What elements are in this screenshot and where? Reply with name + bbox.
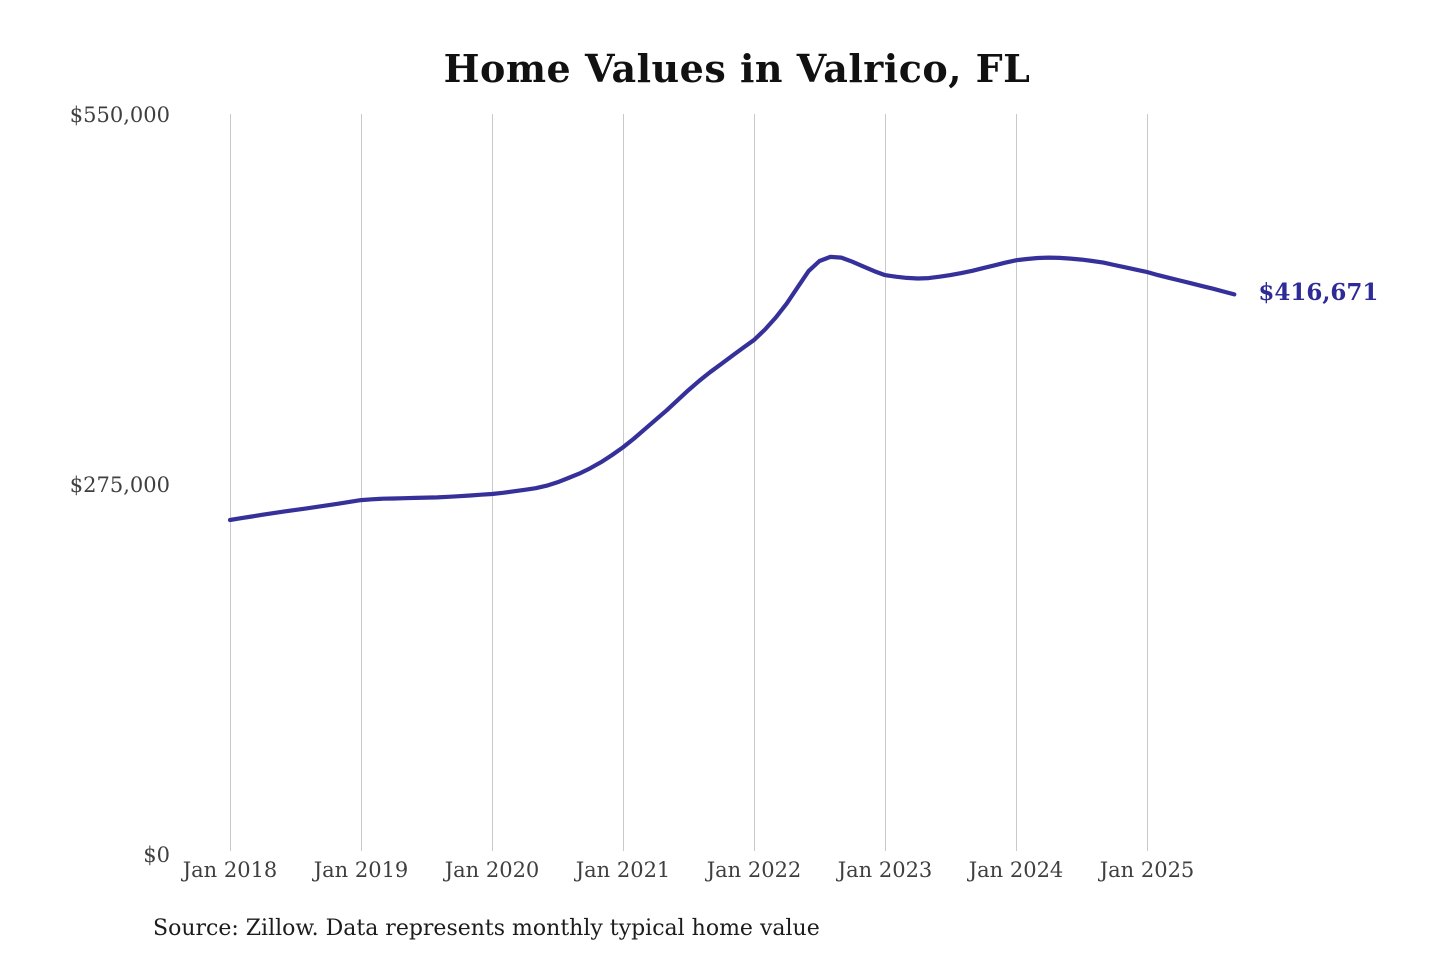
x-tick-label: Jan 2021 — [575, 858, 671, 882]
x-tick-label: Jan 2020 — [444, 858, 540, 882]
x-tick-label: Jan 2022 — [706, 858, 802, 882]
gridline-jan-2019 — [360, 114, 362, 851]
gridline-jan-2023 — [884, 114, 886, 851]
x-tick-label: Jan 2025 — [1099, 858, 1195, 882]
y-tick-label: $550,000 — [69, 103, 170, 127]
x-tick-label: Jan 2023 — [837, 858, 933, 882]
x-tick-label: Jan 2024 — [968, 858, 1064, 882]
gridline-jan-2018 — [229, 114, 231, 851]
y-tick-label: $0 — [143, 843, 170, 867]
y-tick-label: $275,000 — [69, 473, 170, 497]
source-note: Source: Zillow. Data represents monthly … — [153, 916, 820, 941]
gridline-jan-2020 — [491, 114, 493, 851]
x-tick-label: Jan 2019 — [313, 858, 409, 882]
gridline-jan-2021 — [622, 114, 624, 851]
gridline-jan-2022 — [753, 114, 755, 851]
gridline-jan-2025 — [1146, 114, 1148, 851]
chart-title: Home Values in Valrico, FL — [443, 46, 1031, 91]
x-tick-label: Jan 2018 — [182, 858, 278, 882]
latest-value-label: $416,671 — [1258, 279, 1379, 307]
gridline-jan-2024 — [1015, 114, 1017, 851]
home-value-line — [227, 254, 1237, 523]
